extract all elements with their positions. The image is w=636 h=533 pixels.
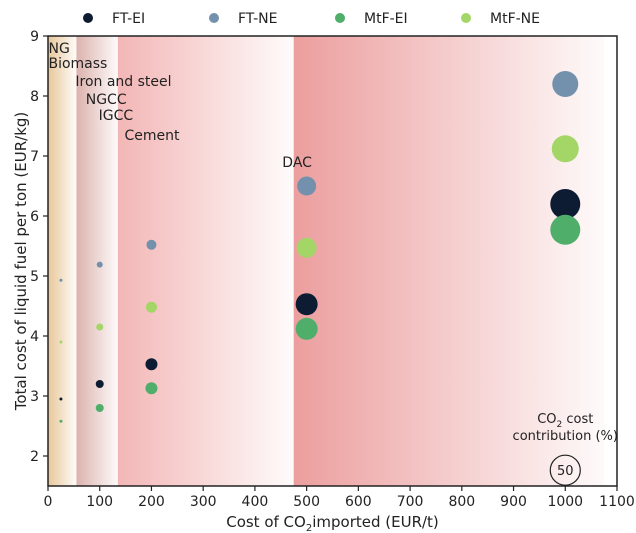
legend-item-ft-ei: FT-EI xyxy=(83,11,145,27)
y-tick-label: 3 xyxy=(30,389,39,405)
point-mtf-ne-3 xyxy=(296,237,317,258)
point-mtf-ei-1 xyxy=(95,404,104,412)
point-mtf-ei-2 xyxy=(145,382,158,395)
size-legend-circle xyxy=(549,454,581,486)
axes: 0 100 200 300 400 500 600 700 800 900 1000 1100 2 3 4 5… xyxy=(12,29,635,533)
point-ft-ne-1 xyxy=(96,261,103,268)
legend: FT-EI FT-NE MtF-EI MtF-NE xyxy=(83,11,540,27)
source-label-dac: DAC xyxy=(282,155,312,171)
point-ft-ne-0 xyxy=(59,278,63,282)
y-tick-label: 6 xyxy=(30,209,39,225)
legend-marker xyxy=(209,13,219,23)
x-tick-label: 1000 xyxy=(547,494,583,510)
point-ft-ei-4 xyxy=(550,189,581,219)
point-ft-ei-1 xyxy=(95,380,104,388)
y-tick-label: 8 xyxy=(30,89,39,105)
cost-bands xyxy=(48,36,605,486)
point-ft-ei-2 xyxy=(145,358,158,371)
x-tick-label: 300 xyxy=(190,494,217,510)
point-mtf-ne-4 xyxy=(551,135,579,163)
legend-marker xyxy=(335,13,345,23)
x-tick-label: 800 xyxy=(448,494,475,510)
x-tick-label: 900 xyxy=(500,494,527,510)
x-tick-label: 200 xyxy=(138,494,165,510)
y-tick-label: 5 xyxy=(30,269,39,285)
legend-marker xyxy=(461,13,471,23)
y-axis-label: Total cost of liquid fuel per ton (EUR/k… xyxy=(12,112,30,412)
point-ft-ne-3 xyxy=(297,176,317,196)
point-mtf-ei-0 xyxy=(59,419,63,423)
data-points xyxy=(59,71,581,423)
x-tick-label: 1100 xyxy=(599,494,635,510)
x-tick-label: 500 xyxy=(293,494,320,510)
y-tick-label: 4 xyxy=(30,329,39,345)
legend-item-ft-ne: FT-NE xyxy=(209,11,277,27)
point-mtf-ne-1 xyxy=(96,323,104,331)
x-axis-label: Cost of CO2imported (EUR/t) xyxy=(226,513,439,533)
source-label-igcc: IGCC xyxy=(99,108,134,124)
point-ft-ei-3 xyxy=(295,293,318,316)
legend-marker xyxy=(83,13,93,23)
point-ft-ne-2 xyxy=(146,239,157,250)
legend-label: MtF-EI xyxy=(364,11,408,27)
legend-item-mtf-ne: MtF-NE xyxy=(461,11,540,27)
source-label-ng: NG xyxy=(48,41,69,57)
y-tick-label: 7 xyxy=(30,149,39,165)
x-tick-label: 0 xyxy=(44,494,53,510)
size-legend-value: 50 xyxy=(557,464,574,479)
legend-item-mtf-ei: MtF-EI xyxy=(335,11,408,27)
point-ft-ne-4 xyxy=(552,71,579,97)
x-tick-label: 100 xyxy=(86,494,113,510)
x-tick-label: 700 xyxy=(397,494,424,510)
x-tick-label: 400 xyxy=(242,494,269,510)
point-ft-ei-0 xyxy=(59,397,63,401)
legend-label: FT-EI xyxy=(112,11,145,27)
point-mtf-ei-3 xyxy=(295,317,318,340)
x-tick-label: 600 xyxy=(345,494,372,510)
y-tick-label: 2 xyxy=(30,449,39,465)
cost-band-3 xyxy=(293,36,605,486)
cost-band-0 xyxy=(48,36,77,486)
source-label-iron-and-steel: Iron and steel xyxy=(75,74,171,90)
point-mtf-ne-2 xyxy=(145,301,157,313)
size-legend-title: CO2 cost xyxy=(537,412,593,430)
legend-label: FT-NE xyxy=(238,11,277,27)
source-label-cement: Cement xyxy=(125,128,181,144)
cost-band-2 xyxy=(117,36,294,486)
size-legend-subtitle: contribution (%) xyxy=(513,429,618,444)
source-label-ngcc: NGCC xyxy=(86,92,127,108)
source-label-biomass: Biomass xyxy=(48,56,107,72)
point-mtf-ne-0 xyxy=(59,340,63,344)
point-mtf-ei-4 xyxy=(550,214,581,245)
plot-frame xyxy=(47,35,618,487)
y-tick-label: 9 xyxy=(30,29,39,45)
legend-label: MtF-NE xyxy=(490,11,540,27)
